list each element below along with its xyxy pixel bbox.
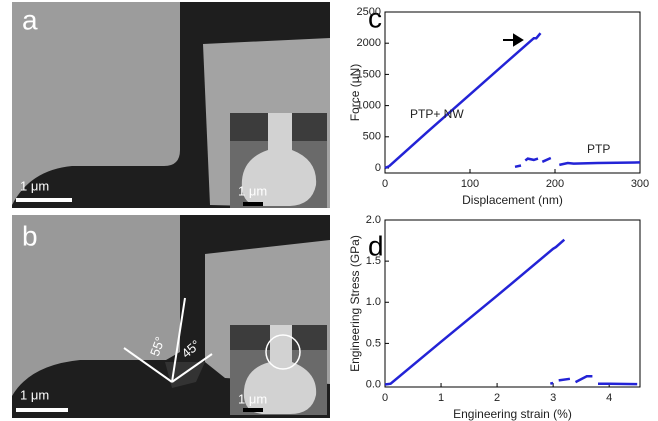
y-tick-label: 1500 — [357, 68, 381, 80]
arrow — [503, 33, 524, 47]
panel-label: d — [368, 230, 384, 261]
panel-label: b — [22, 220, 38, 251]
y-tick-label: 1.5 — [366, 255, 381, 267]
data-line — [514, 156, 641, 169]
y-axis-title: Force (μN) — [348, 64, 362, 122]
y-tick-label: 1000 — [357, 100, 381, 112]
x-tick-label: 4 — [606, 392, 612, 404]
scale-label: 1 μm — [20, 178, 49, 193]
x-tick-label: 0 — [382, 392, 388, 404]
x-tick-label: 100 — [461, 178, 479, 190]
y-tick-label: 2.0 — [366, 214, 381, 226]
x-axis-title: Engineering strain (%) — [453, 407, 572, 421]
y-tick-label: 500 — [363, 131, 381, 143]
x-tick-label: 0 — [382, 178, 388, 190]
data-line — [549, 375, 638, 386]
x-tick-label: 300 — [631, 178, 649, 190]
panel-label: c — [368, 2, 382, 33]
inset-scale-label: 1 μm — [238, 391, 267, 406]
x-axis-title: Displacement (nm) — [462, 193, 563, 207]
annotation: PTP+ NW — [410, 107, 464, 121]
y-tick-label: 1.0 — [366, 296, 381, 308]
x-tick-label: 200 — [546, 178, 564, 190]
plot-frame — [384, 11, 641, 174]
y-tick-label: 2000 — [357, 37, 381, 49]
sem-image-b — [12, 215, 330, 418]
y-tick-label: 0.0 — [366, 378, 381, 390]
inset-scale-label: 1 μm — [238, 183, 267, 198]
data-line — [384, 238, 566, 386]
y-tick-label: 0.5 — [366, 337, 381, 349]
sem-image-a — [12, 2, 330, 208]
data-line — [384, 32, 542, 170]
x-tick-label: 1 — [438, 392, 444, 404]
plot-frame — [384, 219, 641, 388]
scale-label: 1 μm — [20, 387, 49, 402]
y-tick-label: 0 — [375, 162, 381, 174]
x-tick-label: 3 — [550, 392, 556, 404]
x-tick-label: 2 — [494, 392, 500, 404]
angle-label: 55° — [147, 335, 168, 359]
y-axis-title: Engineering Stress (GPa) — [348, 235, 362, 372]
annotation: PTP — [587, 142, 610, 156]
panel-label: a — [22, 4, 38, 35]
y-tick-label: 2500 — [357, 6, 381, 18]
